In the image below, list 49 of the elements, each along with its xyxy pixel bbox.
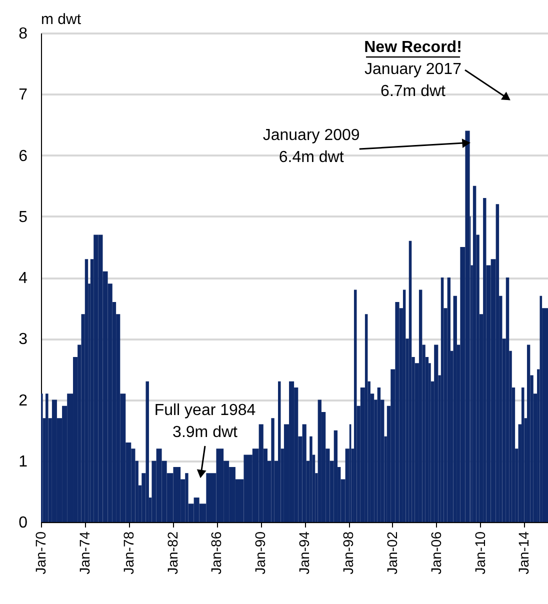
bar: [278, 381, 281, 522]
bar: [334, 430, 338, 522]
bar: [377, 388, 381, 522]
annotation: New Record! January 2017 6.7m dwt: [364, 39, 462, 100]
bar: [271, 418, 274, 522]
bar: [402, 290, 406, 522]
x-tick-label: Jan-90: [252, 531, 268, 574]
bar: [440, 278, 444, 522]
bar: [302, 424, 306, 522]
x-tick-label: Jan-70: [32, 531, 48, 574]
bar: [46, 394, 48, 522]
bar: [310, 436, 312, 522]
bar: [453, 296, 457, 522]
y-tick-label: 0: [18, 514, 28, 532]
bar: [354, 290, 357, 522]
bar: [418, 290, 422, 522]
x-tick-label: Jan-10: [472, 531, 488, 574]
bar: [526, 344, 530, 522]
x-tick-label: Jan-78: [120, 531, 136, 574]
x-tick-label: Jan-86: [208, 531, 224, 574]
y-tick-label: 2: [18, 392, 28, 410]
x-tick-label: Jan-02: [384, 531, 400, 574]
bar: [364, 314, 368, 522]
x-tick-label: Jan-74: [76, 531, 92, 574]
y-tick-label: 3: [18, 331, 28, 348]
x-tick-label: Jan-06: [428, 531, 444, 574]
x-tick-label: Jan-98: [340, 531, 356, 574]
x-tick-label: Jan-14: [516, 531, 532, 574]
y-tick-label: 5: [18, 208, 28, 226]
annotation: Full year 1984 3.9m dwt: [154, 402, 256, 441]
y-tick-label: 4: [18, 270, 28, 287]
bar: [434, 344, 438, 522]
bar: [521, 388, 524, 522]
bar: [447, 278, 451, 522]
bar: [318, 400, 322, 522]
bar: [84, 259, 88, 522]
bar: [408, 240, 412, 522]
x-tick-label: Jan-94: [296, 531, 312, 574]
bar: [146, 381, 149, 522]
bar: [472, 186, 476, 522]
bar: [506, 278, 510, 522]
bar: [94, 234, 98, 522]
y-axis-title: m dwt: [41, 11, 82, 28]
annotation: January 2009 6.4m dwt: [262, 127, 360, 166]
y-tick-label: 1: [18, 453, 28, 470]
x-tick-label: Jan-82: [164, 531, 180, 574]
y-tick-label: 6: [18, 148, 28, 165]
y-tick-label: 7: [18, 86, 28, 104]
y-tick-label: 8: [18, 26, 28, 42]
